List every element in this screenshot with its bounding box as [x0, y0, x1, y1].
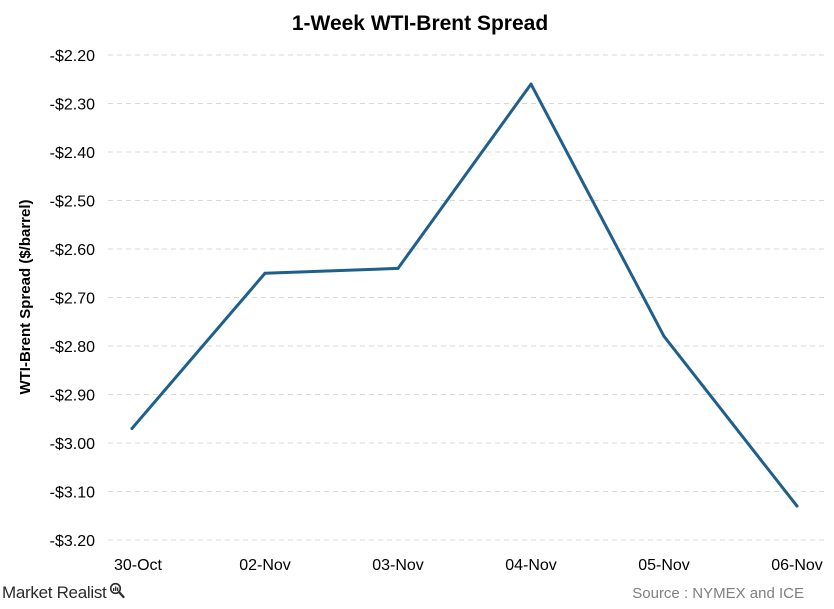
y-tick-label: -$2.70: [50, 291, 95, 308]
brand-name: Market Realist: [2, 583, 107, 602]
y-tick-label: -$2.80: [50, 339, 95, 356]
y-tick-label: -$2.40: [50, 145, 95, 162]
x-tick-label: 02-Nov: [239, 557, 291, 574]
x-tick-label: 06-Nov: [771, 557, 823, 574]
y-axis-ticks: -$2.20 -$2.30 -$2.40 -$2.50 -$2.60 -$2.70 -$2.…: [50, 48, 95, 550]
y-tick-label: -$2.60: [50, 242, 95, 259]
y-tick-label: -$2.90: [50, 388, 95, 405]
data-point: [396, 266, 400, 270]
series-line: [130, 82, 799, 508]
market-realist-logo: Market Realist: [2, 580, 126, 606]
data-point: [263, 271, 267, 275]
magnifier-icon: [109, 582, 126, 605]
data-point: [795, 504, 799, 508]
chart-title: 1-Week WTI-Brent Spread: [292, 12, 548, 35]
data-point: [662, 334, 666, 338]
x-tick-label: 04-Nov: [505, 557, 557, 574]
y-tick-label: -$3.10: [50, 485, 95, 502]
y-tick-label: -$2.50: [50, 194, 95, 211]
y-tick-label: -$2.30: [50, 97, 95, 114]
y-tick-label: -$3.20: [50, 533, 95, 550]
data-point: [529, 82, 533, 86]
x-tick-label: 03-Nov: [372, 557, 424, 574]
x-tick-label: 05-Nov: [638, 557, 690, 574]
x-tick-label: 30-Oct: [114, 557, 163, 574]
y-tick-label: -$3.00: [50, 436, 95, 453]
source-note: Source : NYMEX and ICE: [632, 585, 804, 602]
x-axis-ticks: 30-Oct 02-Nov 03-Nov 04-Nov 05-Nov 06-Nov: [114, 557, 823, 574]
y-tick-label: -$2.20: [50, 48, 95, 65]
y-axis-label: WTI-Brent Spread ($/barrel): [17, 199, 34, 394]
gridlines: [108, 54, 828, 541]
data-point: [130, 426, 134, 430]
series-layer: [130, 82, 799, 508]
